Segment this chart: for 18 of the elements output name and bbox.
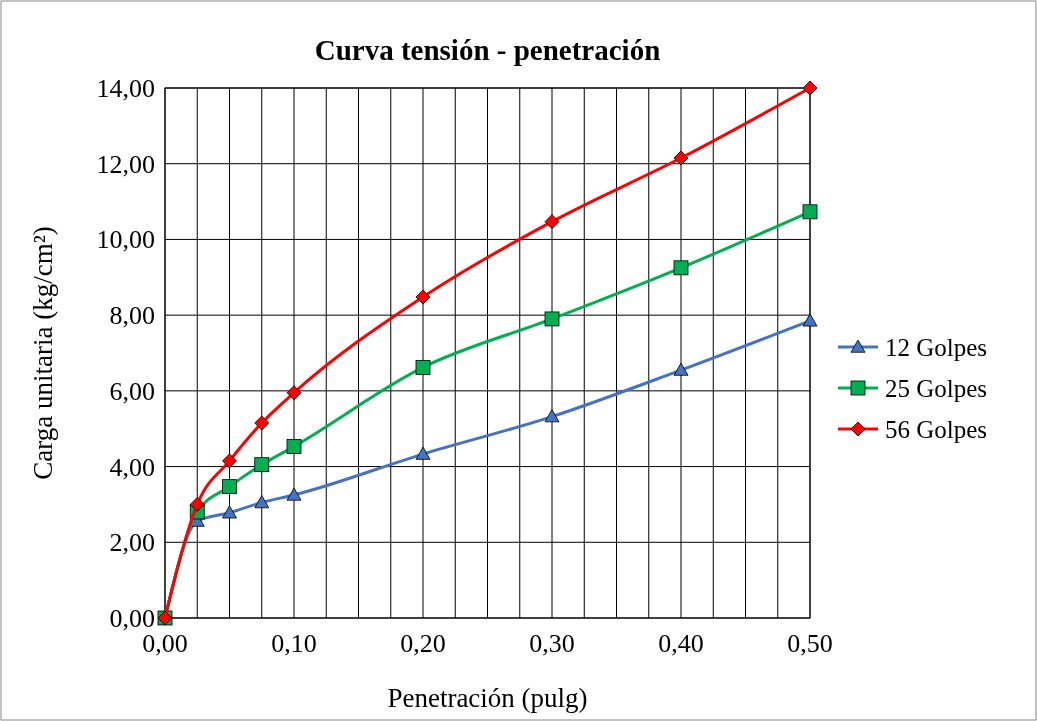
y-tick-label: 12,00	[96, 149, 155, 179]
chart-title: Curva tensión - penetración	[314, 34, 661, 66]
x-tick-label: 0,50	[787, 629, 833, 658]
y-tick-label: 4,00	[109, 452, 155, 482]
y-tick-label: 8,00	[109, 301, 155, 331]
y-tick-label: 14,00	[96, 74, 155, 103]
x-tick-label: 0,40	[658, 629, 704, 658]
y-tick-label: 6,00	[109, 376, 155, 406]
legend-label: 56 Golpes	[885, 416, 988, 443]
y-axis-title: Carga unitaria (kg/cm²)	[28, 226, 58, 480]
x-axis-title: Penetración (pulg)	[387, 683, 588, 713]
x-tick-label: 0,30	[529, 629, 575, 658]
y-tick-label: 10,00	[96, 225, 155, 255]
y-tick-label: 2,00	[109, 528, 155, 558]
x-tick-label: 0,20	[400, 629, 446, 658]
legend-label: 12 Golpes	[885, 334, 988, 361]
legend-label: 25 Golpes	[885, 375, 988, 402]
x-tick-label: 0,10	[271, 629, 317, 658]
